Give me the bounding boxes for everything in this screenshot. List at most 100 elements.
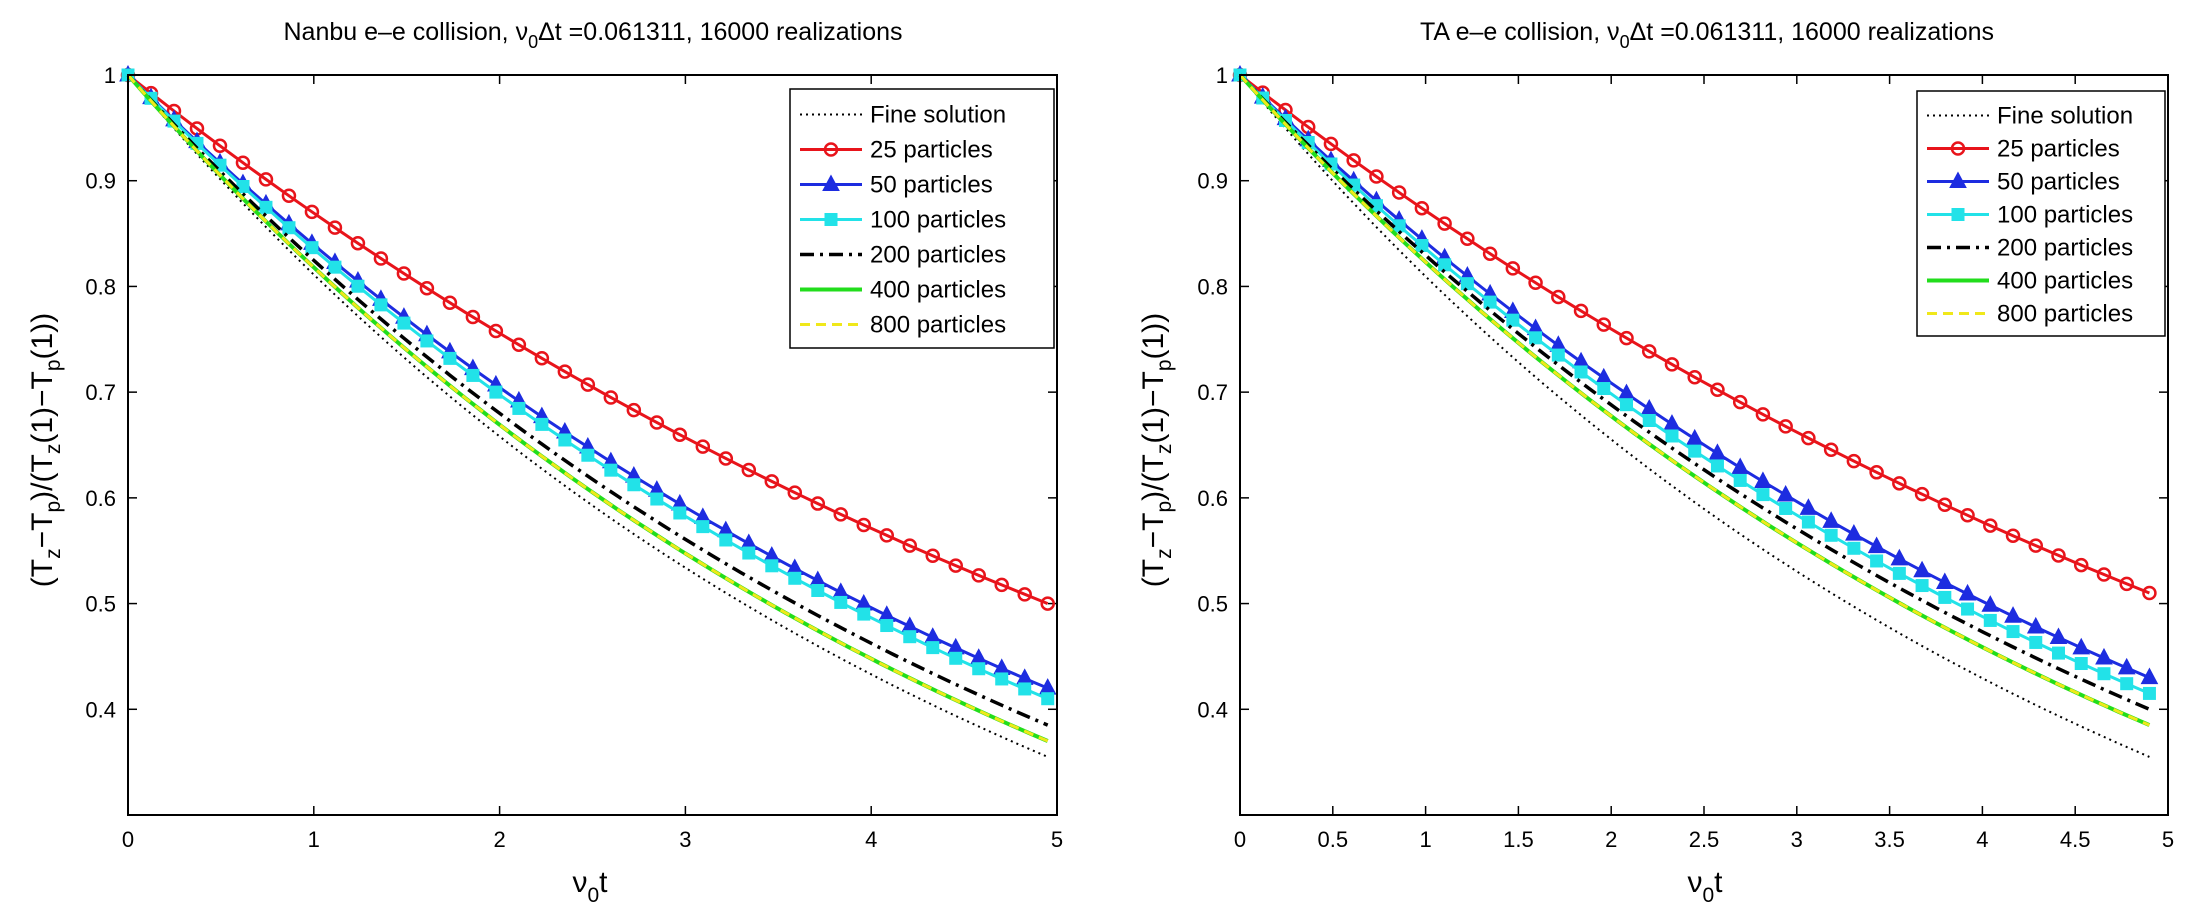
data-point-25-particles	[557, 364, 573, 379]
x-tick-label: 4	[1976, 827, 1988, 852]
data-point-100-particles	[1688, 444, 1702, 458]
x-tick-label: 3.5	[1874, 827, 1905, 852]
data-point-100-particles	[604, 463, 618, 477]
data-point-100-particles	[328, 260, 342, 274]
data-point-25-particles	[2142, 585, 2157, 601]
data-point-25-particles	[1391, 185, 1407, 200]
data-point-100-particles	[765, 559, 779, 573]
data-point-25-particles	[534, 351, 550, 366]
data-point-100-particles	[512, 401, 526, 415]
data-point-25-particles	[626, 402, 642, 418]
legend-label-100-particles: 100 particles	[870, 207, 1006, 234]
data-point-100-particles	[1574, 365, 1588, 379]
data-point-50-particles	[2140, 667, 2159, 685]
x-tick-label: 3	[1791, 827, 1803, 852]
data-point-25-particles	[1460, 231, 1475, 247]
data-point-50-particles	[1890, 548, 1909, 566]
x-tick-label: 1	[308, 827, 320, 852]
data-point-25-particles	[350, 235, 366, 251]
data-point-25-particles	[1869, 465, 1884, 480]
left-panel: Nanbu e–e collision, ν0Δt =0.061311, 160…	[26, 18, 1063, 907]
series-25-particles	[120, 67, 1055, 611]
data-point-100-particles	[374, 298, 388, 312]
data-point-25-particles	[580, 377, 596, 392]
data-point-100-particles	[2120, 677, 2134, 691]
legend-label-50-particles: 50 particles	[1997, 169, 2120, 196]
data-point-100-particles	[650, 492, 664, 506]
data-point-25-particles	[948, 558, 963, 573]
data-point-25-particles	[1778, 419, 1793, 434]
data-point-100-particles	[1961, 602, 1975, 616]
y-tick-label: 0.9	[1197, 169, 1228, 194]
data-point-50-particles	[2026, 616, 2045, 634]
data-point-25-particles	[1369, 169, 1384, 184]
data-point-100-particles	[788, 571, 802, 585]
data-point-25-particles	[1801, 430, 1816, 446]
data-point-100-particles	[719, 533, 733, 547]
y-tick-label: 0.8	[85, 274, 116, 299]
data-point-25-particles	[1641, 344, 1657, 359]
y-tick-label: 0.5	[1197, 592, 1228, 617]
data-point-50-particles	[1663, 414, 1681, 431]
y-tick-label: 0.9	[85, 169, 116, 194]
data-point-25-particles	[281, 188, 297, 204]
right-x-axis-label: ν0t	[1687, 866, 1723, 907]
series-line-200-particles	[1238, 73, 2151, 711]
data-point-25-particles	[212, 138, 228, 154]
legend-label-100-particles: 100 particles	[1997, 202, 2133, 229]
x-tick-label: 1.5	[1503, 827, 1534, 852]
data-point-100-particles	[443, 351, 457, 365]
data-point-25-particles	[1914, 486, 1930, 502]
x-tick-label: 2	[493, 827, 505, 852]
data-point-25-particles	[649, 415, 665, 430]
x-tick-label: 2	[1605, 827, 1617, 852]
data-point-50-particles	[1685, 428, 1704, 446]
data-point-100-particles	[1551, 348, 1565, 362]
data-point-25-particles	[1687, 369, 1702, 385]
series-line-fine-solution	[1239, 74, 2150, 758]
legend-marker-50-particles	[1949, 171, 1967, 188]
data-point-100-particles	[535, 417, 549, 431]
data-point-25-particles	[304, 204, 320, 220]
data-point-25-particles	[1937, 497, 1953, 513]
data-point-25-particles	[902, 538, 918, 553]
data-point-100-particles	[1018, 682, 1032, 696]
left-axes-frame	[127, 74, 1058, 816]
data-point-25-particles	[2073, 557, 2089, 573]
data-point-50-particles	[1708, 443, 1727, 460]
data-point-100-particles	[1597, 382, 1611, 396]
data-point-25-particles	[235, 155, 251, 170]
data-point-100-particles	[880, 619, 894, 633]
data-point-25-particles	[856, 517, 872, 533]
data-point-100-particles	[903, 630, 917, 644]
data-point-25-particles	[488, 323, 504, 339]
data-point-50-particles	[2072, 637, 2091, 655]
series-line-800-particles	[1238, 73, 2150, 727]
y-tick-label: 0.6	[85, 486, 116, 511]
data-point-50-particles	[2095, 647, 2113, 665]
series-line-25-particles	[1239, 73, 2150, 595]
data-point-100-particles	[696, 520, 710, 534]
data-point-25-particles	[695, 439, 711, 454]
right-panel: TA e–e collision, ν0Δt =0.061311, 16000 …	[1137, 18, 2174, 907]
data-point-25-particles	[1323, 136, 1339, 152]
data-point-100-particles	[742, 546, 756, 560]
data-point-50-particles	[1958, 583, 1977, 601]
data-point-100-particles	[811, 583, 825, 597]
legend-label-400-particles: 400 particles	[1997, 268, 2133, 295]
legend-marker-25-particles	[823, 142, 839, 157]
data-point-100-particles	[857, 607, 871, 621]
data-point-25-particles	[396, 266, 412, 281]
data-point-100-particles	[1483, 295, 1497, 309]
series-line-800-particles	[126, 74, 1049, 743]
data-point-25-particles	[419, 280, 435, 296]
y-tick-label: 1	[1216, 63, 1228, 88]
data-point-25-particles	[1040, 596, 1055, 611]
data-point-25-particles	[1414, 200, 1430, 216]
y-tick-label: 0.4	[85, 697, 116, 722]
x-tick-label: 0	[122, 827, 134, 852]
y-tick-label: 0.7	[1197, 380, 1228, 405]
data-point-100-particles	[1938, 590, 1952, 604]
right-chart-title: TA e–e collision, ν0Δt =0.061311, 16000 …	[1420, 18, 1994, 52]
data-point-25-particles	[1528, 275, 1543, 291]
